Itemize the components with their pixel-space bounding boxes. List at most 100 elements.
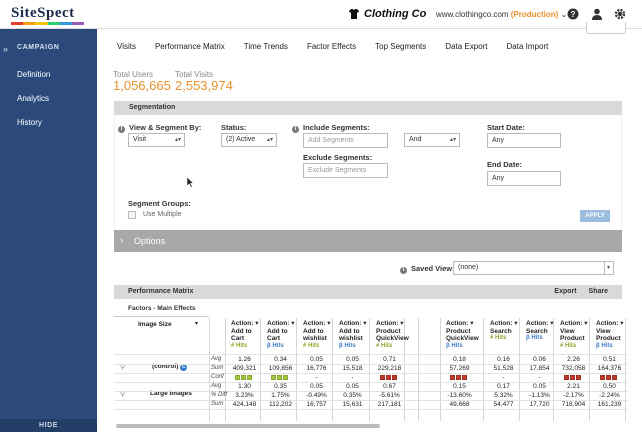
tab-factor-effects[interactable]: Factor Effects: [306, 42, 357, 51]
confidence-block: [606, 375, 611, 380]
control-avg-value: 0.05: [310, 356, 323, 363]
sort-icon[interactable]: ▾: [195, 321, 199, 327]
select-caret-icon: ▴▾: [449, 137, 456, 143]
site-selector[interactable]: www.clothingco.com (Production) ⌄: [436, 10, 567, 19]
confidence-block: [241, 375, 246, 380]
tab-data-export[interactable]: Data Export: [445, 42, 488, 51]
saved-view-select[interactable]: (none) ▾: [453, 261, 614, 275]
start-date-input[interactable]: Any: [487, 133, 561, 148]
large-images-diff-value: -0.49%: [306, 392, 327, 399]
metric-hits-type: # Hits: [376, 342, 393, 349]
metric-column-header[interactable]: Action: ▾ Product QuickView β Hits: [446, 320, 479, 350]
sort-icon[interactable]: ▾: [618, 320, 624, 327]
app-header: SiteSpect Clothing Co www.clothingco.com…: [0, 0, 642, 29]
sort-icon[interactable]: ▾: [398, 320, 404, 327]
select-caret-icon: ▴▾: [266, 137, 273, 143]
user-icon[interactable]: [591, 8, 603, 20]
use-multiple-checkbox[interactable]: [128, 211, 136, 219]
metric-name-line: Product: [596, 335, 621, 342]
metric-column-header[interactable]: Action: ▾ Add to Cart # Hits: [231, 320, 258, 350]
sidebar-item-definition[interactable]: Definition: [17, 70, 51, 79]
settings-icon[interactable]: [614, 8, 626, 20]
row-label-sum: Sum: [211, 365, 224, 371]
info-icon[interactable]: i: [292, 126, 299, 133]
tab-data-import[interactable]: Data Import: [506, 42, 549, 51]
tab-time-trends[interactable]: Time Trends: [243, 42, 288, 51]
sort-icon[interactable]: ▾: [548, 320, 554, 327]
info-icon[interactable]: i: [400, 267, 407, 274]
large-images-sum-value: 112,202: [268, 401, 292, 408]
metric-name-line: Add to: [231, 327, 252, 335]
chevron-right-icon: ›: [120, 235, 124, 246]
performance-matrix-grid: Image Size ▾ ⚲ (control) C ⚲ Large Images…: [114, 318, 628, 421]
help-icon[interactable]: ?: [567, 8, 579, 20]
large-images-diff-value: 1.75%: [271, 392, 290, 399]
tab-top-segments[interactable]: Top Segments: [375, 42, 427, 51]
tab-performance-matrix[interactable]: Performance Matrix: [154, 42, 225, 51]
confidence-block: [450, 375, 455, 380]
metric-name-line: wishlist: [339, 335, 363, 342]
apply-button[interactable]: APPLY: [580, 210, 610, 222]
tab-visits[interactable]: Visits: [117, 42, 136, 51]
column-divider: [418, 318, 419, 421]
segment-logic-value: And: [409, 136, 422, 143]
metric-column-header[interactable]: Action: ▾ Add to wishlist β Hits: [339, 320, 366, 350]
control-sum-value: 409,321: [232, 365, 257, 372]
options-bar[interactable]: › Options: [114, 230, 622, 252]
sort-icon[interactable]: ▾: [582, 320, 588, 327]
magnifier-icon[interactable]: ⚲: [120, 364, 126, 371]
metric-column-header[interactable]: Action: ▾ View Product β Hits: [596, 320, 623, 350]
metric-column-header[interactable]: Action: ▾ Product QuickView # Hits: [376, 320, 409, 350]
metric-column-header[interactable]: Action: ▾ View Product # Hits: [560, 320, 587, 350]
info-icon[interactable]: i: [118, 126, 125, 133]
share-link[interactable]: Share: [588, 288, 608, 295]
status-select[interactable]: (2) Active ▴▾: [221, 133, 277, 147]
sidebar-item-history[interactable]: History: [17, 118, 42, 127]
shirt-icon: [349, 9, 359, 19]
chevron-down-icon: ▾: [603, 262, 610, 274]
metric-column-header[interactable]: Action: ▾ Search # Hits: [490, 320, 517, 343]
metric-action-label: Action: ▾: [490, 320, 518, 327]
control-sum-value: 109,856: [268, 365, 293, 372]
total-visits-value: 2,553,974: [175, 78, 233, 93]
performance-matrix-header: Performance Matrix Export Share: [114, 285, 622, 299]
sort-icon[interactable]: ▾: [289, 320, 295, 327]
exclude-segments-input[interactable]: Exclude Segments: [303, 163, 388, 178]
sort-icon[interactable]: ▾: [325, 320, 331, 327]
magnifier-icon[interactable]: ⚲: [120, 391, 126, 398]
confidence-indicator: [235, 375, 252, 381]
control-avg-value: 0.18: [453, 356, 466, 363]
logo-color-bar: [11, 22, 85, 25]
end-date-input[interactable]: Any: [487, 171, 561, 186]
confidence-empty: -: [502, 374, 505, 381]
metric-name-line: Search: [490, 327, 512, 335]
confidence-indicator: [380, 375, 397, 381]
export-link[interactable]: Export: [554, 288, 577, 295]
segment-logic-select[interactable]: And ▴▾: [404, 133, 460, 147]
mouse-cursor-icon: [187, 177, 195, 188]
use-multiple-label: Use Multiple: [143, 211, 182, 218]
horizontal-scrollbar[interactable]: [116, 424, 380, 428]
metric-name-line: View: [560, 327, 575, 335]
metric-column-header[interactable]: Action: ▾ Search β Hits: [526, 320, 553, 343]
top-dropdown-button[interactable]: [586, 22, 626, 34]
metric-column-header[interactable]: Action: ▾ Add to wishlist # Hits: [303, 320, 330, 350]
sort-icon[interactable]: ▾: [361, 320, 367, 327]
view-segment-select[interactable]: Visit ▴▾: [128, 133, 185, 147]
segmentation-header[interactable]: Segmentation: [114, 101, 622, 115]
svg-text:?: ?: [571, 10, 576, 19]
collapse-arrows-icon[interactable]: »: [3, 44, 9, 54]
hide-sidebar-button[interactable]: HIDE: [0, 419, 97, 432]
sort-icon[interactable]: ▾: [512, 320, 518, 327]
sitespect-logo[interactable]: SiteSpect: [11, 5, 75, 21]
logo-color-segment: [23, 22, 36, 25]
chevron-down-icon: ⌄: [560, 10, 568, 19]
control-badge: C: [180, 364, 188, 371]
large-images-avg-value: 0.05: [310, 383, 323, 390]
sort-icon[interactable]: ▾: [468, 320, 474, 327]
control-sum-value: 51,528: [493, 365, 514, 372]
metric-column-header[interactable]: Action: ▾ Add to Cart β Hits: [267, 320, 294, 350]
include-segments-input[interactable]: Add Segments: [303, 133, 388, 148]
sort-icon[interactable]: ▾: [253, 320, 259, 327]
sidebar-item-analytics[interactable]: Analytics: [17, 94, 50, 103]
